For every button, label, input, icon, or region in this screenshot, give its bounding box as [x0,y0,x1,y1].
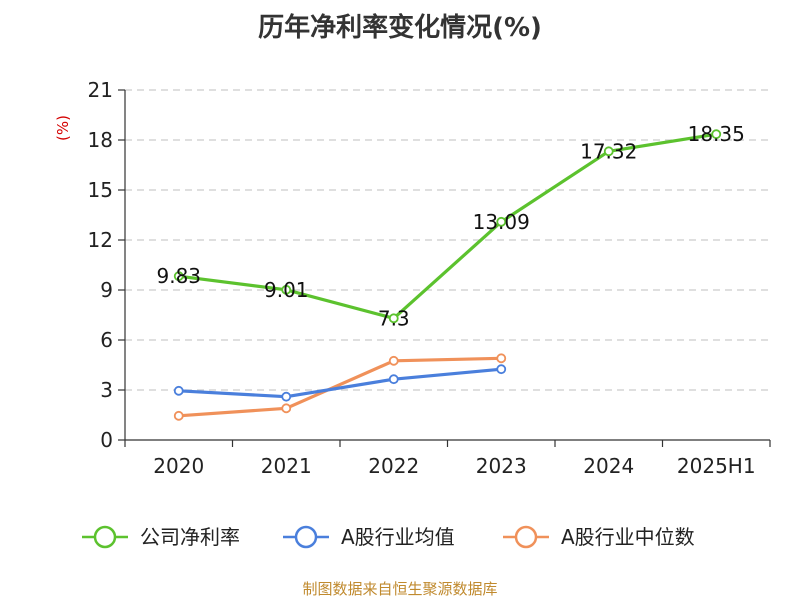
data-point [281,391,292,402]
y-tick-label: 0 [100,428,113,452]
legend-label: A股行业均值 [341,525,455,549]
y-tick-label: 21 [88,78,113,102]
y-tick-label: 6 [100,328,113,352]
y-axis-unit: (%) [54,115,72,141]
data-point [281,403,292,414]
legend: 公司净利率 A股行业均值 A股行业中位数 [82,525,695,549]
source-note: 制图数据来自恒生聚源数据库 [302,580,497,598]
legend-marker [294,525,318,549]
x-tick-label: 2025H1 [677,454,756,478]
data-point [173,271,184,282]
x-tick-label: 2024 [583,454,634,478]
data-point [711,129,722,140]
data-point [173,410,184,421]
data-labels: 9.83 9.01 7.3 13.09 17.32 18.35 [156,122,744,330]
x-tick-label: 2023 [476,454,527,478]
data-label: 18.35 [688,122,745,146]
data-point [388,355,399,366]
series-line [177,356,503,418]
legend-marker [93,525,117,549]
data-point [496,216,507,227]
data-label: 17.32 [580,139,637,163]
series-line [177,367,503,399]
y-tick-label: 12 [88,228,113,252]
grid-lines [125,89,770,391]
x-tick-label: 2020 [153,454,204,478]
legend-label: 公司净利率 [140,525,240,549]
y-tick-label: 9 [100,278,113,302]
series-line [177,132,718,320]
data-point [388,374,399,385]
data-point [496,353,507,364]
data-point [496,364,507,375]
chart-title: 历年净利率变化情况(%) [258,12,542,43]
series-lines [173,129,722,421]
y-tick-label: 15 [88,178,113,202]
data-point [603,146,614,157]
legend-marker [514,525,538,549]
data-point [388,313,399,324]
data-label: 7.3 [378,306,410,330]
data-label: 9.83 [156,264,201,288]
data-point [173,385,184,396]
data-point [281,284,292,295]
x-tick-label: 2022 [368,454,419,478]
data-label: 9.01 [264,278,309,302]
data-label: 13.09 [473,210,530,234]
axes: 0 3 6 9 12 15 18 21 2020 2021 2022 2023 2024 2025H1 [88,78,771,478]
legend-label: A股行业中位数 [561,525,695,549]
y-tick-label: 18 [88,128,113,152]
x-tick-label: 2021 [261,454,312,478]
y-tick-label: 3 [100,378,113,402]
